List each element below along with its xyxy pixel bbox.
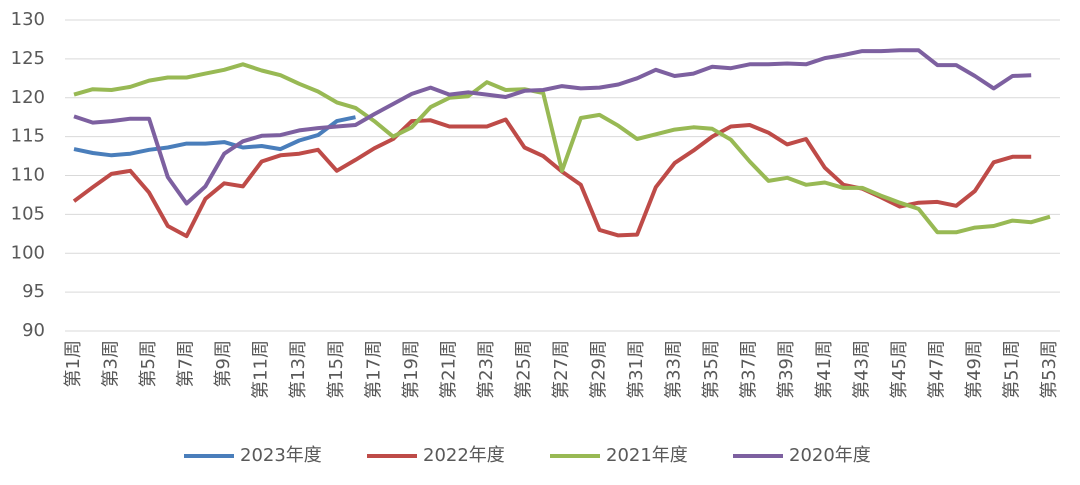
series-line	[73, 62, 1051, 235]
y-tick-label: 95	[22, 281, 45, 302]
x-tick-label: 第53周	[1039, 340, 1060, 399]
y-tick-label: 115	[11, 126, 45, 147]
x-tick-label: 第9周	[213, 340, 234, 387]
x-tick-label: 第25周	[513, 340, 534, 399]
x-tick-label: 第1周	[63, 340, 84, 387]
y-tick-label: 110	[11, 165, 45, 186]
series-line	[73, 115, 356, 158]
y-tick-label: 105	[11, 203, 45, 224]
y-tick-label: 120	[11, 87, 45, 108]
x-tick-label: 第15周	[326, 340, 347, 399]
x-tick-label: 第23周	[476, 340, 497, 399]
x-tick-label: 第49周	[964, 340, 985, 399]
x-tick-label: 第5周	[138, 340, 159, 387]
series-line	[73, 48, 1032, 206]
y-tick-label: 130	[11, 9, 45, 30]
legend-label: 2023年度	[240, 445, 322, 466]
x-tick-label: 第37周	[739, 340, 760, 399]
x-tick-label: 第19周	[401, 340, 422, 399]
x-tick-label: 第33周	[664, 340, 685, 399]
x-tick-label: 第7周	[176, 340, 197, 387]
x-tick-label: 第39周	[776, 340, 797, 399]
x-tick-label: 第27周	[551, 340, 572, 399]
x-tick-label: 第43周	[851, 340, 872, 399]
x-tick-label: 第21周	[438, 340, 459, 399]
legend-label: 2020年度	[789, 445, 871, 466]
x-tick-label: 第51周	[1001, 340, 1022, 399]
x-tick-label: 第29周	[589, 340, 610, 399]
x-tick-label: 第11周	[251, 340, 272, 399]
legend-label: 2021年度	[606, 445, 688, 466]
x-tick-label: 第35周	[701, 340, 722, 399]
x-tick-label: 第45周	[889, 340, 910, 399]
x-tick-label: 第41周	[814, 340, 835, 399]
x-tick-label: 第47周	[926, 340, 947, 399]
y-tick-label: 125	[11, 48, 45, 69]
x-tick-label: 第17周	[363, 340, 384, 399]
x-tick-label: 第13周	[288, 340, 309, 399]
y-tick-label: 90	[22, 320, 45, 341]
x-tick-label: 第3周	[101, 340, 122, 387]
x-tick-label: 第31周	[626, 340, 647, 399]
legend-label: 2022年度	[423, 445, 505, 466]
y-tick-label: 100	[11, 242, 45, 263]
